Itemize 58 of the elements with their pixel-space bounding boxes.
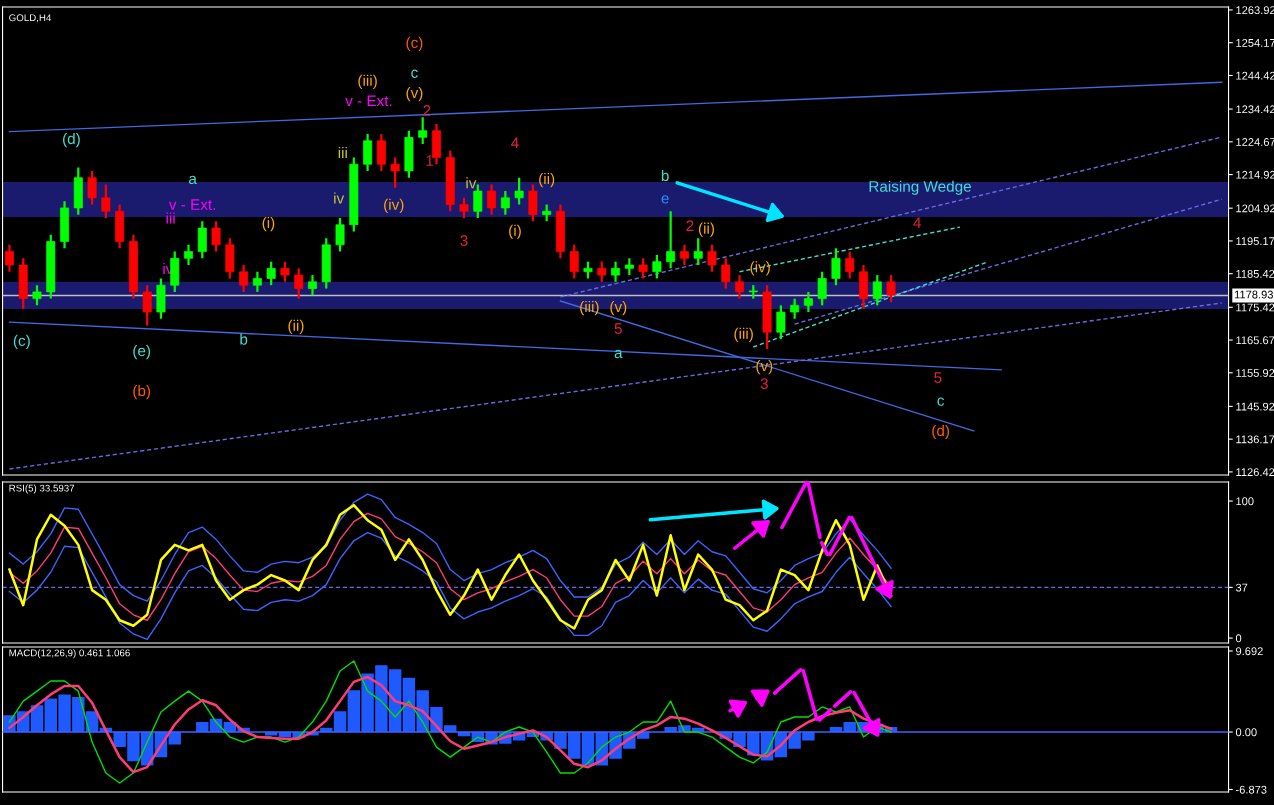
chart-title: RSI(5) 33.5937 — [9, 484, 75, 494]
annotation: iv — [334, 192, 345, 204]
annotation: (v) — [610, 300, 627, 316]
annotation: 4 — [913, 217, 922, 228]
annotation: (e) — [133, 344, 151, 360]
y-tick-label: 1126.42 — [1236, 468, 1274, 477]
annotation: (d) — [63, 132, 80, 148]
annotation: (iii) — [734, 327, 753, 343]
y-tick-label: -6.873 — [1235, 785, 1267, 794]
chart-title: MACD(12,26,9) 0.461 1.066 — [9, 649, 130, 659]
annotation: (ii) — [698, 222, 714, 237]
annotation: (d) — [932, 424, 950, 440]
annotation: (iii) — [358, 74, 377, 90]
annotation: (b) — [133, 384, 151, 400]
annotation: 5 — [934, 372, 942, 384]
annotation: e — [661, 195, 669, 204]
y-tick-label: 1145.92 — [1236, 402, 1274, 411]
annotation: Raising Wedge — [869, 180, 971, 195]
annotation: 4 — [511, 137, 519, 149]
annotation: (iv) — [384, 198, 404, 214]
annotation: v - Ext. — [345, 95, 392, 107]
y-tick-label: 1165.67 — [1236, 336, 1274, 345]
y-tick-label: 9.692 — [1236, 647, 1263, 656]
annotation: 3 — [460, 235, 468, 246]
annotation: iii — [338, 147, 347, 159]
annotation: 3 — [760, 378, 768, 390]
annotation: 1 — [426, 155, 434, 166]
y-tick-label: 37 — [1235, 583, 1248, 592]
text: GOLD,H4 — [9, 14, 52, 23]
annotation: (iii) — [580, 300, 599, 316]
annotation: c — [411, 69, 418, 78]
annotation: iii — [166, 212, 175, 224]
y-tick-label: 1136.17 — [1236, 435, 1274, 444]
y-tick-label: 1175.42 — [1236, 303, 1274, 312]
annotation: (i) — [262, 216, 275, 232]
annotation: (iv) — [750, 261, 770, 276]
annotation: a — [189, 175, 197, 185]
annotation: v - Ext. — [168, 199, 216, 210]
annotation: (c) — [13, 334, 30, 350]
y-tick-label: 1185.42 — [1236, 269, 1274, 278]
annotation: b — [240, 333, 248, 345]
annotation: (ii) — [288, 319, 304, 334]
ref-line-label: 1178.93 — [1234, 290, 1273, 299]
annotation: a — [614, 349, 623, 359]
annotation: 2 — [686, 220, 694, 232]
y-tick-label: 1155.92 — [1236, 369, 1274, 377]
y-tick-label: 0.00 — [1235, 728, 1257, 737]
annotation: 5 — [614, 323, 622, 334]
annotation: (c) — [406, 36, 423, 52]
y-tick-label: 0 — [1235, 634, 1242, 643]
annotation: 2 — [423, 105, 431, 116]
y-tick-label: 1195.17 — [1236, 237, 1274, 246]
annotation: (i) — [509, 224, 521, 239]
annotation: (v) — [406, 86, 423, 102]
annotation: (ii) — [539, 172, 555, 188]
annotation: b — [661, 169, 669, 182]
annotation: c — [937, 397, 945, 406]
y-tick-label: 100 — [1236, 497, 1254, 506]
